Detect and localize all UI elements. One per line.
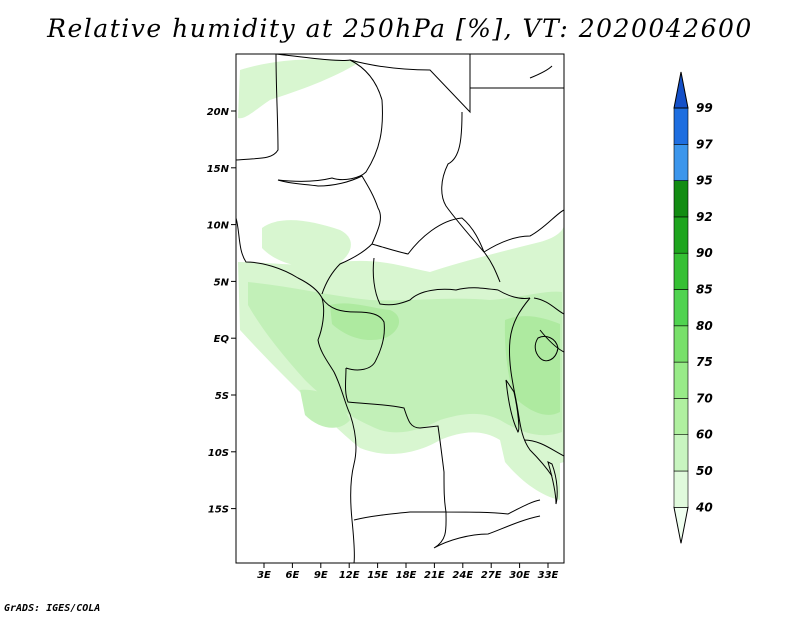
humidity-area-north <box>238 59 360 119</box>
border-namibia <box>353 511 446 521</box>
colorbar-label: 95 <box>696 174 713 188</box>
lon-label: 33E <box>538 570 559 581</box>
border-sudan-south <box>483 209 564 253</box>
humidity-area-southeast <box>500 439 560 500</box>
colorbar-segment <box>673 289 689 327</box>
border-chad-sudan <box>441 111 501 283</box>
border-angola-zambia <box>443 471 541 515</box>
colorbar-label: 60 <box>696 428 713 442</box>
lat-label: 5N <box>214 277 230 288</box>
border-car-congo <box>372 257 531 306</box>
colorbar-label: 80 <box>696 319 713 333</box>
humidity-area-sahel <box>262 220 351 269</box>
lon-label: 3E <box>257 570 271 581</box>
latitude-axis: 20N 15N 10N 5N EQ 5S 10S 15S <box>207 107 236 516</box>
colorbar-segment <box>673 470 689 508</box>
grads-credit: GrADS: IGES/COLA <box>4 603 101 614</box>
colorbar: 40 50 60 70 75 80 85 90 92 95 97 99 <box>673 71 713 544</box>
colorbar-label: 92 <box>696 210 713 224</box>
border-cameroon-car <box>371 217 485 255</box>
lat-label: EQ <box>214 334 230 345</box>
red-sea-coast <box>529 65 553 79</box>
humidity-area-congo <box>330 303 400 341</box>
colorbar-label: 75 <box>696 355 713 369</box>
border-mali-niger <box>275 54 383 182</box>
colorbar-segment <box>673 144 689 181</box>
border-gabon-congo <box>321 297 385 371</box>
chart-title: Relative humidity at 250hPa [%], VT: 202… <box>47 14 753 43</box>
colorbar-segment <box>673 252 689 290</box>
humidity-area-angola <box>300 389 350 428</box>
lake-tanganyika <box>505 379 520 433</box>
lon-label: 12E <box>339 570 360 581</box>
lon-label: 15E <box>367 570 388 581</box>
coastline-west <box>236 217 357 563</box>
lat-label: 20N <box>207 107 230 118</box>
lon-label: 21E <box>424 570 445 581</box>
colorbar-low-arrow <box>673 506 689 544</box>
colorbar-label: 97 <box>696 137 713 151</box>
border-niger-nigeria <box>277 175 381 245</box>
colorbar-label: 70 <box>696 391 713 405</box>
border-niger-libya <box>349 54 471 114</box>
border-uganda-kenya <box>539 329 564 353</box>
colorbar-segment <box>673 325 689 363</box>
lat-label: 10N <box>207 221 230 232</box>
lon-label: 9E <box>314 570 328 581</box>
colorbar-label: 99 <box>696 101 713 115</box>
lon-label: 24E <box>452 570 473 581</box>
lat-label: 15S <box>208 505 229 516</box>
lake-malawi <box>547 461 558 505</box>
border-nigeria-cameroon <box>321 243 373 295</box>
colorbar-segment <box>673 361 689 399</box>
colorbar-segment <box>673 434 689 472</box>
lon-label: 27E <box>481 570 502 581</box>
colorbar-label: 50 <box>696 464 713 478</box>
lat-label: 5S <box>215 391 229 402</box>
border-zambia-south <box>433 511 541 549</box>
humidity-shading <box>238 59 564 500</box>
lake-victoria <box>534 335 559 362</box>
border-east-africa <box>533 297 564 315</box>
lon-label: 18E <box>396 570 417 581</box>
colorbar-high-arrow <box>673 71 689 109</box>
border-tanzania <box>523 439 564 457</box>
colorbar-segment <box>673 216 689 254</box>
colorbar-segment <box>673 107 689 145</box>
country-borders <box>236 54 564 563</box>
lat-label: 10S <box>208 448 229 459</box>
map-frame <box>235 53 565 564</box>
lon-label: 30E <box>509 570 530 581</box>
border-mauritania-mali <box>236 54 279 161</box>
humidity-area-east <box>504 316 560 415</box>
border-drc-west <box>345 367 445 473</box>
colorbar-label: 90 <box>696 246 713 260</box>
lon-label: 6E <box>286 570 300 581</box>
colorbar-label: 40 <box>695 500 713 514</box>
lat-label: 15N <box>207 164 230 175</box>
longitude-axis: 3E 6E 9E 12E 15E 18E 21E 24E 27E 30E 33E <box>257 563 559 581</box>
colorbar-segment <box>673 180 689 218</box>
colorbar-segment <box>673 398 689 435</box>
colorbar-label: 85 <box>696 283 713 297</box>
